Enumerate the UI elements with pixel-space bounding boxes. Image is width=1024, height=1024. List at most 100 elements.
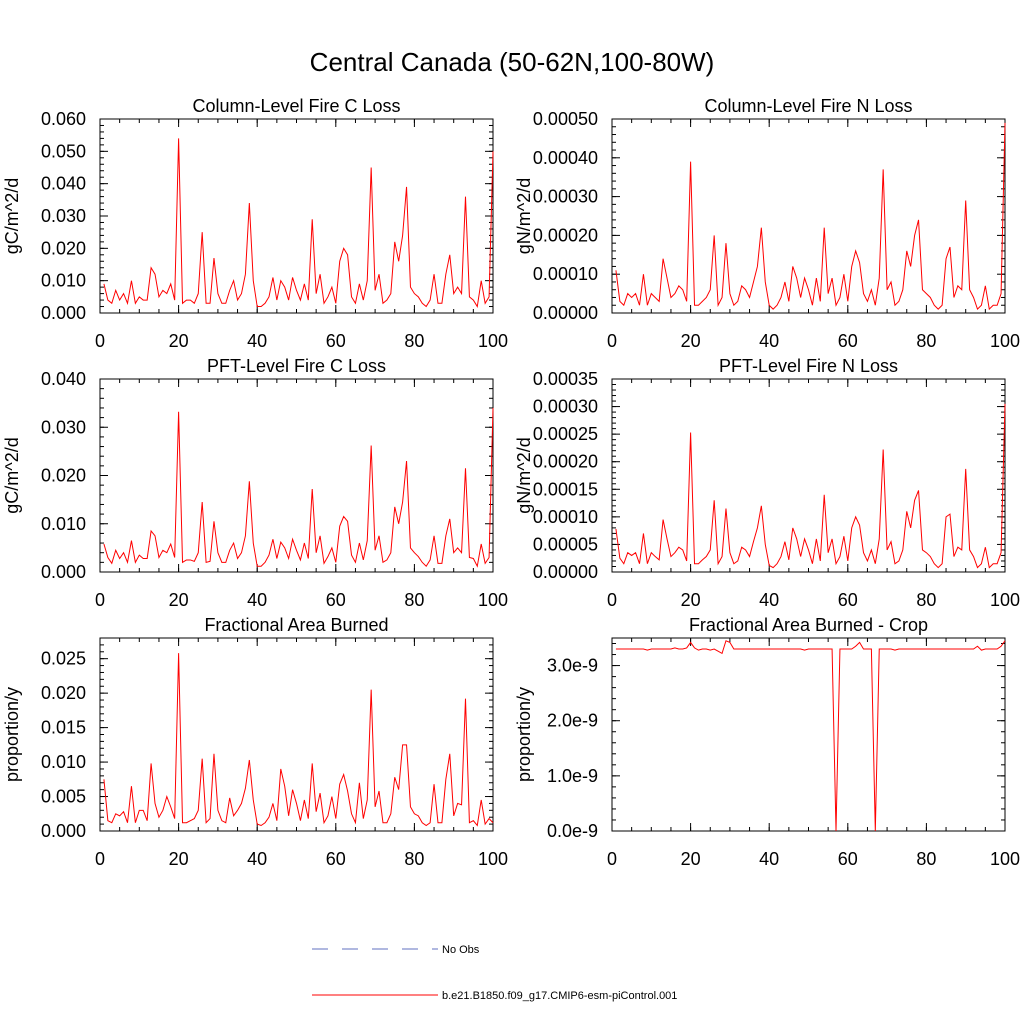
x-tick-label: 40 <box>247 590 267 610</box>
chart-panel-2: 0 20 40 60 80 100 0.00000 0.00010 0.00020 0.00030… <box>514 96 1020 351</box>
y-tick-label: 0.00030 <box>533 397 598 417</box>
series-line <box>103 138 494 308</box>
x-tick-label: 20 <box>169 590 189 610</box>
plot-frame <box>611 378 1006 573</box>
x-tick-label: 60 <box>326 849 346 869</box>
y-tick-label: 0.040 <box>41 174 86 194</box>
x-tick-label: 80 <box>916 590 936 610</box>
chart-panel-5: 0 20 40 60 80 100 0.000 0.005 0.010 0.015 0.020 0.0… <box>2 615 508 869</box>
y-tick-label: 0.0e-9 <box>547 821 598 841</box>
y-axis-label: gN/m^2/d <box>514 437 534 513</box>
x-tick-label: 0 <box>95 849 105 869</box>
x-tick-label: 20 <box>681 590 701 610</box>
y-tick-label: 0.030 <box>41 417 86 437</box>
y-tick-label: 0.00025 <box>533 424 598 444</box>
y-tick-label: 0.010 <box>41 271 86 291</box>
x-tick-label: 40 <box>759 331 779 351</box>
panel-title: PFT-Level Fire C Loss <box>207 356 386 376</box>
y-tick-label: 0.00020 <box>533 452 598 472</box>
y-tick-label: 0.040 <box>41 369 86 389</box>
x-tick-label: 100 <box>478 590 508 610</box>
legend: No Obs b.e21.B1850.f09_g17.CMIP6-esm-piC… <box>312 944 677 1002</box>
y-tick-label: 0.015 <box>41 718 86 738</box>
y-tick-label: 0.060 <box>41 109 86 129</box>
y-tick-label: 1.0e-9 <box>547 766 598 786</box>
y-tick-label: 0.00035 <box>533 369 598 389</box>
x-tick-label: 100 <box>990 590 1020 610</box>
panel-title: PFT-Level Fire N Loss <box>719 356 898 376</box>
x-tick-label: 60 <box>326 331 346 351</box>
x-tick-label: 40 <box>247 331 267 351</box>
y-tick-label: 0.000 <box>41 821 86 841</box>
y-axis-label: proportion/y <box>2 687 22 782</box>
x-tick-label: 20 <box>681 331 701 351</box>
x-tick-label: 60 <box>326 590 346 610</box>
x-tick-label: 20 <box>169 331 189 351</box>
y-tick-label: 0.000 <box>41 303 86 323</box>
x-tick-label: 80 <box>404 331 424 351</box>
y-tick-label: 3.0e-9 <box>547 656 598 676</box>
plot-frame <box>611 637 1006 832</box>
x-tick-label: 40 <box>247 849 267 869</box>
figure-title: Central Canada (50-62N,100-80W) <box>310 47 715 77</box>
chart-panel-6: 0 20 40 60 80 100 0.0e-9 1.0e-9 2.0e-9 3.0e-9 Frac… <box>514 615 1020 869</box>
chart-panel-1: 0 20 40 60 80 100 0.000 0.010 0.020 0.030 0.040 0.0… <box>2 96 508 351</box>
y-tick-label: 0.00030 <box>533 187 598 207</box>
panel-title: Column-Level Fire C Loss <box>192 96 400 116</box>
y-tick-label: 0.00020 <box>533 225 598 245</box>
y-tick-label: 0.050 <box>41 141 86 161</box>
x-tick-label: 0 <box>607 331 617 351</box>
x-tick-label: 40 <box>759 849 779 869</box>
legend-label-no-obs: No Obs <box>442 944 480 956</box>
y-axis-label: proportion/y <box>514 687 534 782</box>
y-tick-label: 0.005 <box>41 787 86 807</box>
y-tick-label: 0.010 <box>41 752 86 772</box>
series-line <box>103 407 494 568</box>
y-tick-label: 0.010 <box>41 514 86 534</box>
x-tick-label: 60 <box>838 331 858 351</box>
y-tick-label: 0.025 <box>41 649 86 669</box>
x-tick-label: 100 <box>478 849 508 869</box>
x-tick-label: 80 <box>916 331 936 351</box>
series-line <box>615 403 1006 569</box>
x-tick-label: 60 <box>838 590 858 610</box>
series-line <box>615 640 1006 832</box>
x-tick-label: 0 <box>607 849 617 869</box>
y-tick-label: 0.00040 <box>533 148 598 168</box>
x-tick-label: 80 <box>404 849 424 869</box>
x-tick-label: 0 <box>95 331 105 351</box>
x-tick-label: 20 <box>169 849 189 869</box>
panel-title: Column-Level Fire N Loss <box>704 96 912 116</box>
panel-title: Fractional Area Burned <box>204 615 388 635</box>
x-tick-label: 100 <box>990 849 1020 869</box>
plot-frame <box>99 118 494 314</box>
y-tick-label: 2.0e-9 <box>547 711 598 731</box>
x-tick-label: 20 <box>681 849 701 869</box>
x-tick-label: 0 <box>95 590 105 610</box>
y-tick-label: 0.000 <box>41 562 86 582</box>
panels: 0 20 40 60 80 100 0.000 0.010 0.020 0.030 0.040 0.0… <box>2 96 1020 869</box>
x-tick-label: 100 <box>990 331 1020 351</box>
y-tick-label: 0.00005 <box>533 534 598 554</box>
x-tick-label: 80 <box>404 590 424 610</box>
chart-panel-3: 0 20 40 60 80 100 0.000 0.010 0.020 0.030 0.040 PFT… <box>2 356 508 610</box>
y-tick-label: 0.00000 <box>533 303 598 323</box>
series-line <box>103 653 494 827</box>
plot-frame <box>611 118 1006 314</box>
y-tick-label: 0.020 <box>41 238 86 258</box>
x-tick-label: 100 <box>478 331 508 351</box>
series-line <box>615 122 1006 311</box>
x-tick-label: 0 <box>607 590 617 610</box>
panel-title: Fractional Area Burned - Crop <box>689 615 928 635</box>
y-tick-label: 0.00010 <box>533 507 598 527</box>
y-axis-label: gC/m^2/d <box>2 437 22 513</box>
y-tick-label: 0.030 <box>41 206 86 226</box>
chart-panel-4: 0 20 40 60 80 100 0.00000 0.00005 0.00010 0.00015… <box>514 356 1020 610</box>
y-tick-label: 0.00000 <box>533 562 598 582</box>
plot-frame <box>99 378 494 573</box>
y-tick-label: 0.00010 <box>533 264 598 284</box>
x-tick-label: 40 <box>759 590 779 610</box>
y-tick-label: 0.00015 <box>533 479 598 499</box>
x-tick-label: 60 <box>838 849 858 869</box>
